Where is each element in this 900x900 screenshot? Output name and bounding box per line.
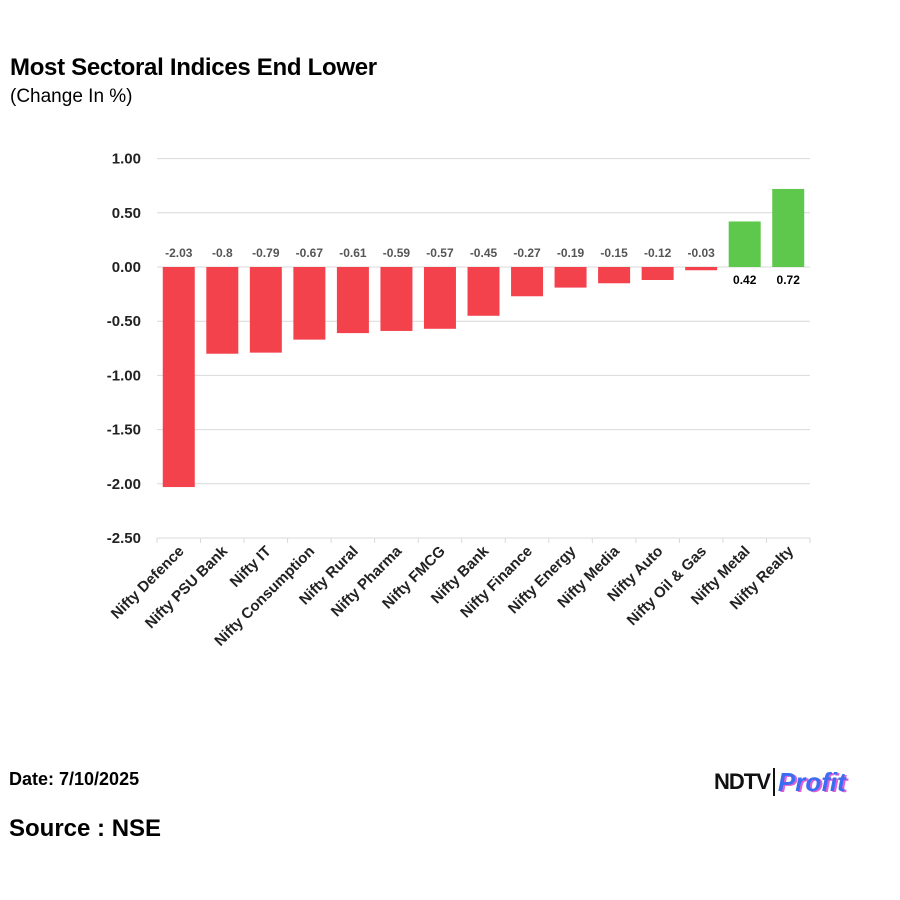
bar [380, 267, 413, 331]
y-tick-label: 0.00 [112, 259, 141, 276]
bar [162, 267, 195, 488]
bar [728, 221, 761, 267]
bar [249, 267, 282, 353]
bar-value-label: -0.15 [600, 246, 628, 260]
chart-title: Most Sectoral Indices End Lower [10, 54, 377, 81]
bar-value-label: -0.19 [557, 246, 585, 260]
bar-value-label: -0.12 [644, 246, 672, 260]
x-category-label: Nifty Defence [108, 543, 188, 623]
bar-value-label: -0.61 [339, 246, 367, 260]
bar [467, 267, 500, 316]
bar-value-label: -0.79 [252, 246, 280, 260]
x-category-label: Nifty PSU Bank [142, 542, 232, 632]
grid-lines [156, 158, 811, 543]
bar [336, 267, 369, 334]
logo-separator [772, 768, 775, 796]
bars [162, 188, 805, 488]
bar [293, 267, 326, 340]
bar-value-label: -0.03 [687, 246, 715, 260]
data-labels: -2.03 -0.8 -0.79 -0.67 -0.61 -0.59 -0.57 -0.45 -… [165, 246, 800, 287]
y-tick-label: -2.00 [107, 476, 141, 493]
y-tick-label: 1.00 [112, 151, 141, 168]
bar [206, 267, 239, 354]
bar [685, 267, 718, 271]
y-tick-label: -2.50 [107, 530, 141, 547]
y-tick-label: -1.00 [107, 367, 141, 384]
bar [511, 267, 544, 297]
y-tick-label: 0.50 [112, 205, 141, 222]
bar [641, 267, 674, 281]
logo-ndtv-text: NDTV [714, 769, 771, 794]
bar-value-label: -0.59 [383, 246, 411, 260]
bar [423, 267, 456, 329]
y-tick-label: -1.50 [107, 422, 141, 439]
logo-profit-text: Profit [777, 766, 846, 797]
bar-value-label: -0.8 [212, 246, 233, 260]
bar [772, 188, 805, 267]
bar [554, 267, 587, 288]
ndtv-profit-logo: NDTV Profit [714, 766, 846, 798]
source-label: Source : NSE [9, 815, 162, 842]
bar-value-label: 0.72 [777, 273, 801, 287]
chart-subtitle: (Change In %) [10, 86, 133, 107]
bar-value-label: -2.03 [165, 246, 193, 260]
bar-value-label: -0.45 [470, 246, 498, 260]
y-tick-label: -0.50 [107, 313, 141, 330]
bar-value-label: -0.27 [513, 246, 541, 260]
date-label: Date: 7/10/2025 [9, 769, 140, 789]
bar-value-label: -0.57 [426, 246, 454, 260]
bar [598, 267, 631, 284]
bar-value-label: 0.42 [733, 273, 757, 287]
bar-value-label: -0.67 [296, 246, 324, 260]
y-axis-ticks: 1.00 0.50 0.00 -0.50 -1.00 -1.50 -2.00 -2.50 [107, 151, 141, 547]
